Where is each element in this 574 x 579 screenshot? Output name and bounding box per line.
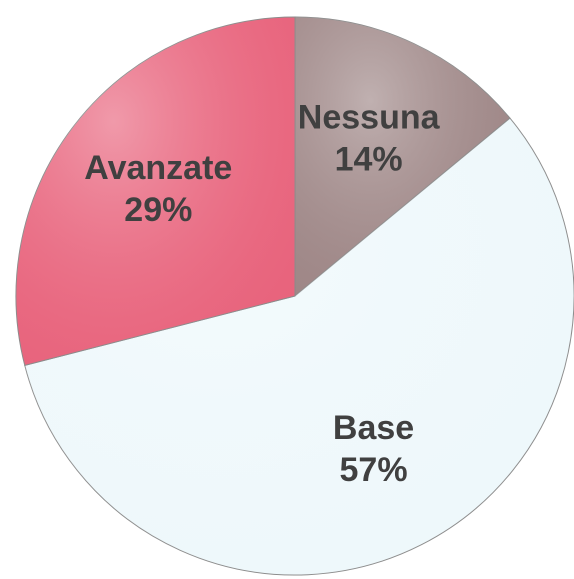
slice-value: 57% <box>340 451 408 489</box>
slice-name: Nessuna <box>298 98 441 136</box>
slice-value: 14% <box>335 140 403 178</box>
slice-value: 29% <box>124 191 192 229</box>
slice-shine <box>15 17 295 366</box>
slice-shine <box>24 118 574 576</box>
slice-name: Base <box>333 409 414 447</box>
slice-name: Avanzate <box>84 149 232 187</box>
slice-shine <box>295 17 510 296</box>
